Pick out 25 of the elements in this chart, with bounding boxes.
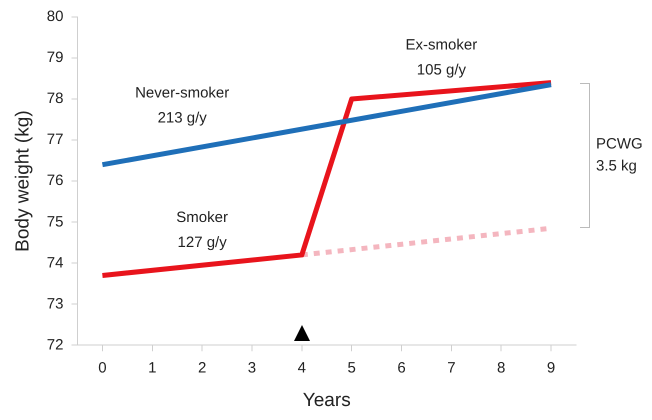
annotation: Never-smoker 213 g/y — [135, 84, 230, 126]
y-tick-label: 78 — [46, 90, 64, 108]
y-tick-label: 75 — [46, 213, 64, 230]
x-tick-label: 4 — [298, 359, 306, 376]
y-tick-label: 77 — [46, 131, 64, 148]
text: PCWG 3.5 kg — [596, 136, 643, 175]
y-tick-label: 74 — [46, 254, 64, 272]
y-tick-label: 73 — [46, 295, 64, 312]
x-tick-label: 2 — [198, 359, 206, 376]
x-tick-label: 1 — [148, 359, 156, 376]
y-axis-title: Body weight (kg) — [12, 110, 34, 252]
x-tick-label: 7 — [447, 359, 456, 376]
y-tick-label: 80 — [46, 8, 64, 26]
x-tick-label: 0 — [98, 359, 107, 376]
y-tick-label: 79 — [46, 49, 64, 66]
x-tick-label: 6 — [397, 359, 406, 376]
x-axis-title: Years — [302, 390, 351, 411]
x-tick-label: 9 — [546, 359, 556, 376]
y-tick-label: 72 — [46, 336, 64, 354]
x-tick-label: 3 — [248, 359, 256, 376]
annotation: Smoker 127 g/y — [176, 208, 228, 251]
y-tick-label: 76 — [46, 172, 64, 190]
x-tick-label: 8 — [497, 359, 506, 376]
annotation: Ex-smoker 105 g/y — [406, 36, 478, 79]
x-tick-label: 5 — [347, 359, 356, 376]
